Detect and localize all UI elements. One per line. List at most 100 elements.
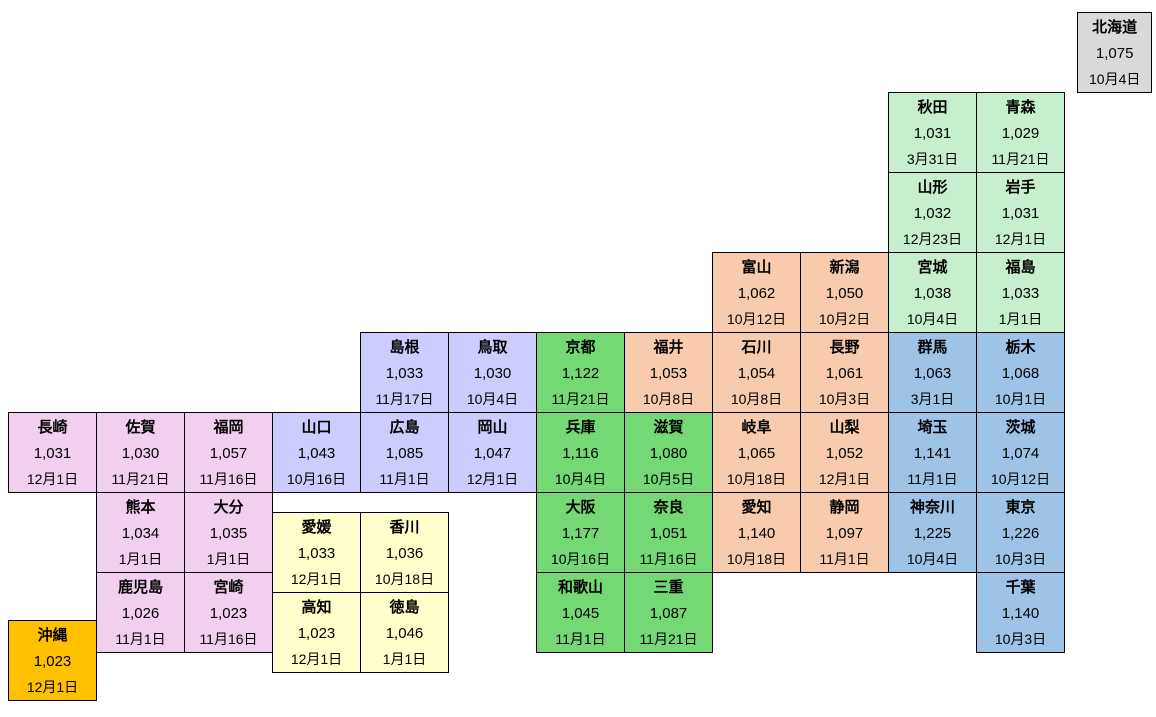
wage-value: 1,030 xyxy=(473,365,512,382)
effective-date: 10月3日 xyxy=(994,551,1047,567)
prefecture-tile: 福岡 1,057 11月16日 xyxy=(184,412,273,493)
prefecture-name: 鹿児島 xyxy=(117,579,163,596)
prefecture-name: 富山 xyxy=(741,259,772,276)
prefecture-name: 愛知 xyxy=(741,499,772,516)
wage-value: 1,031 xyxy=(913,125,952,142)
prefecture-name: 神奈川 xyxy=(909,499,955,516)
prefecture-tile: 岡山 1,047 12月1日 xyxy=(448,412,537,493)
effective-date: 10月4日 xyxy=(906,311,959,327)
prefecture-name: 長野 xyxy=(829,339,860,356)
prefecture-name: 福岡 xyxy=(213,419,244,436)
wage-value: 1,057 xyxy=(209,445,248,462)
prefecture-name: 香川 xyxy=(389,519,420,536)
effective-date: 10月16日 xyxy=(550,551,611,567)
effective-date: 11月1日 xyxy=(115,631,166,647)
prefecture-name: 兵庫 xyxy=(565,419,596,436)
prefecture-tile: 山形 1,032 12月23日 xyxy=(888,172,977,253)
prefecture-name: 福島 xyxy=(1005,259,1036,276)
prefecture-name: 和歌山 xyxy=(557,579,603,596)
prefecture-tile: 岐阜 1,065 10月18日 xyxy=(712,412,801,493)
wage-value: 1,043 xyxy=(297,445,336,462)
wage-value: 1,140 xyxy=(737,525,776,542)
prefecture-name: 滋賀 xyxy=(653,419,684,436)
wage-value: 1,080 xyxy=(649,445,688,462)
wage-value: 1,023 xyxy=(209,605,248,622)
prefecture-tile: 北海道 1,075 10月4日 xyxy=(1077,12,1153,93)
wage-value: 1,141 xyxy=(913,445,952,462)
effective-date: 10月4日 xyxy=(466,391,519,407)
prefecture-tile: 石川 1,054 10月8日 xyxy=(712,332,801,413)
prefecture-name: 岐阜 xyxy=(741,419,772,436)
effective-date: 11月1日 xyxy=(907,471,958,487)
effective-date: 10月4日 xyxy=(554,471,607,487)
prefecture-tile: 福島 1,033 1月1日 xyxy=(976,252,1065,333)
prefecture-name: 岡山 xyxy=(477,419,508,436)
prefecture-tile: 神奈川 1,225 10月4日 xyxy=(888,492,977,573)
effective-date: 10月2日 xyxy=(818,311,871,327)
wage-value: 1,023 xyxy=(297,625,336,642)
prefecture-name: 静岡 xyxy=(829,499,860,516)
effective-date: 12月23日 xyxy=(902,231,963,247)
wage-value: 1,051 xyxy=(649,525,688,542)
wage-value: 1,031 xyxy=(33,445,72,462)
wage-value: 1,029 xyxy=(1001,125,1040,142)
prefecture-name: 高知 xyxy=(301,599,332,616)
effective-date: 10月5日 xyxy=(642,471,695,487)
wage-value: 1,030 xyxy=(121,445,160,462)
effective-date: 10月8日 xyxy=(730,391,783,407)
wage-value: 1,068 xyxy=(1001,365,1040,382)
prefecture-tile: 鳥取 1,030 10月4日 xyxy=(448,332,537,413)
prefecture-name: 青森 xyxy=(1005,99,1036,116)
wage-value: 1,062 xyxy=(737,285,776,302)
prefecture-name: 宮城 xyxy=(917,259,948,276)
prefecture-name: 福井 xyxy=(653,339,684,356)
effective-date: 10月4日 xyxy=(1089,71,1141,87)
wage-value: 1,054 xyxy=(737,365,776,382)
prefecture-tile: 長野 1,061 10月3日 xyxy=(800,332,889,413)
wage-value: 1,026 xyxy=(121,605,160,622)
wage-value: 1,097 xyxy=(825,525,864,542)
effective-date: 12月1日 xyxy=(26,679,79,695)
effective-date: 12月1日 xyxy=(26,471,79,487)
prefecture-name: 山口 xyxy=(301,419,332,436)
effective-date: 1月1日 xyxy=(206,551,251,567)
prefecture-tile: 茨城 1,074 10月12日 xyxy=(976,412,1065,493)
wage-value: 1,065 xyxy=(737,445,776,462)
prefecture-name: 島根 xyxy=(389,339,420,356)
prefecture-name: 大阪 xyxy=(565,499,596,516)
prefecture-name: 熊本 xyxy=(125,499,156,516)
effective-date: 12月1日 xyxy=(994,231,1047,247)
prefecture-tile: 群馬 1,063 3月1日 xyxy=(888,332,977,413)
wage-value: 1,087 xyxy=(649,605,688,622)
prefecture-name: 徳島 xyxy=(389,599,420,616)
prefecture-name: 京都 xyxy=(565,339,596,356)
wage-value: 1,036 xyxy=(385,545,424,562)
prefecture-tile: 三重 1,087 11月21日 xyxy=(624,572,713,653)
wage-value: 1,225 xyxy=(913,525,952,542)
prefecture-tile: 愛知 1,140 10月18日 xyxy=(712,492,801,573)
prefecture-tile: 高知 1,023 12月1日 xyxy=(272,592,361,673)
effective-date: 3月31日 xyxy=(906,151,959,167)
prefecture-tile: 秋田 1,031 3月31日 xyxy=(888,92,977,173)
wage-value: 1,032 xyxy=(913,205,952,222)
effective-date: 1月1日 xyxy=(118,551,163,567)
effective-date: 1月1日 xyxy=(998,311,1043,327)
prefecture-name: 新潟 xyxy=(829,259,860,276)
prefecture-tile: 愛媛 1,033 12月1日 xyxy=(272,512,361,593)
wage-value: 1,053 xyxy=(649,365,688,382)
effective-date: 11月16日 xyxy=(199,471,258,487)
wage-value: 1,033 xyxy=(297,545,336,562)
wage-value: 1,122 xyxy=(561,365,600,382)
effective-date: 10月16日 xyxy=(286,471,347,487)
wage-value: 1,061 xyxy=(825,365,864,382)
effective-date: 10月18日 xyxy=(374,571,435,587)
effective-date: 11月17日 xyxy=(375,391,434,407)
prefecture-tile: 山口 1,043 10月16日 xyxy=(272,412,361,493)
effective-date: 11月16日 xyxy=(639,551,698,567)
wage-value: 1,075 xyxy=(1095,45,1134,62)
prefecture-name: 栃木 xyxy=(1005,339,1036,356)
prefecture-tile: 京都 1,122 11月21日 xyxy=(536,332,625,413)
wage-value: 1,047 xyxy=(473,445,512,462)
wage-value: 1,063 xyxy=(913,365,952,382)
prefecture-name: 広島 xyxy=(389,419,420,436)
